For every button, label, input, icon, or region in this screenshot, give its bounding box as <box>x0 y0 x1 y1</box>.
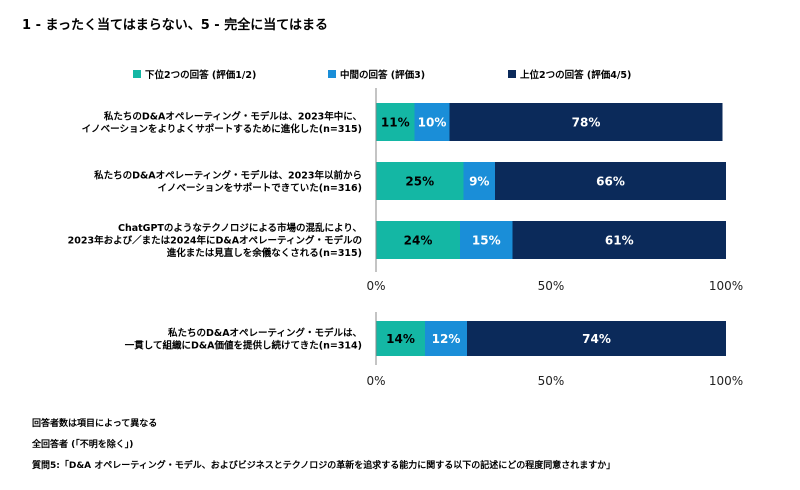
bar-segment-middle <box>425 321 467 356</box>
bar-segment-middle <box>460 221 513 259</box>
data-label-top: 74% <box>582 332 611 346</box>
category-label: 私たちのD&Aオペレーティング・モデルは、2023年中に、 <box>103 110 362 122</box>
bar-segment-bottom <box>376 162 464 200</box>
bar-segment-middle <box>463 162 495 200</box>
data-label-bottom: 25% <box>405 175 434 189</box>
legend-item-bottom: 下位2つの回答 (評価1/2) <box>133 67 256 81</box>
chart-title: 1 - まったく当てはまらない、5 - 完全に当てはまる <box>22 18 328 33</box>
category-label: 私たちのD&Aオペレーティング・モデルは、 <box>167 327 362 339</box>
data-label-middle: 10% <box>418 116 447 130</box>
note-question: 質問5:「D&A オペレーティング・モデル、およびビジネスとテクノロジの革新を追… <box>32 461 616 471</box>
data-label-bottom: 14% <box>386 332 415 346</box>
legend-label-bottom: 下位2つの回答 (評価1/2) <box>145 70 257 81</box>
data-label-middle: 15% <box>472 234 501 248</box>
legend-swatch-top <box>508 70 516 78</box>
x-tick-label: 50% <box>538 279 565 293</box>
x-tick-label: 100% <box>709 279 743 293</box>
legend-item-top: 上位2つの回答 (評価4/5) <box>508 67 631 81</box>
note-respondents: 回答者数は項目によって異なる <box>32 419 158 429</box>
legend: 下位2つの回答 (評価1/2) 中間の回答 (評価3) 上位2つの回答 (評価4… <box>0 67 800 81</box>
bar-segment-top <box>512 221 726 259</box>
bar-segment-top <box>495 162 726 200</box>
x-tick-label: 100% <box>709 374 743 388</box>
data-label-bottom: 24% <box>404 234 433 248</box>
legend-swatch-middle <box>328 70 336 78</box>
legend-label-middle: 中間の回答 (評価3) <box>340 70 426 81</box>
data-label-top: 66% <box>596 175 625 189</box>
x-tick-label: 0% <box>366 374 385 388</box>
bar-segment-middle <box>414 103 450 141</box>
category-label: 私たちのD&Aオペレーティング・モデルは、2023年以前から <box>93 169 362 181</box>
x-tick-label: 50% <box>538 374 565 388</box>
category-label: 進化または見直しを余儀なくされる(n=315) <box>167 247 362 259</box>
legend-swatch-bottom <box>133 70 141 78</box>
category-label: ChatGPTのようなテクノロジによる市場の混乱により、 <box>118 222 362 234</box>
bar-segment-bottom <box>376 321 425 356</box>
data-label-middle: 9% <box>469 175 489 189</box>
legend-label-top: 上位2つの回答 (評価4/5) <box>520 70 632 81</box>
data-label-bottom: 11% <box>381 116 410 130</box>
bar-segment-top <box>449 103 723 141</box>
note-base: 全回答者 (「不明を除く」) <box>32 440 134 450</box>
x-tick-label: 0% <box>366 279 385 293</box>
data-label-top: 61% <box>605 234 634 248</box>
category-label: イノベーションをよりよくサポートするために進化した(n=315) <box>82 123 362 135</box>
bar-segment-top <box>467 321 726 356</box>
category-label: イノベーションをサポートできていた(n=316) <box>157 182 362 194</box>
data-label-middle: 12% <box>432 332 461 346</box>
category-label: 2023年および／または2024年にD&Aオペレーティング・モデルの <box>68 235 362 247</box>
bar-segment-bottom <box>376 221 460 259</box>
data-label-top: 78% <box>572 116 601 130</box>
legend-item-middle: 中間の回答 (評価3) <box>328 67 425 81</box>
category-label: 一貫して組織にD&A価値を提供し続けてきた(n=314) <box>125 339 362 351</box>
bar-segment-bottom <box>376 103 415 141</box>
